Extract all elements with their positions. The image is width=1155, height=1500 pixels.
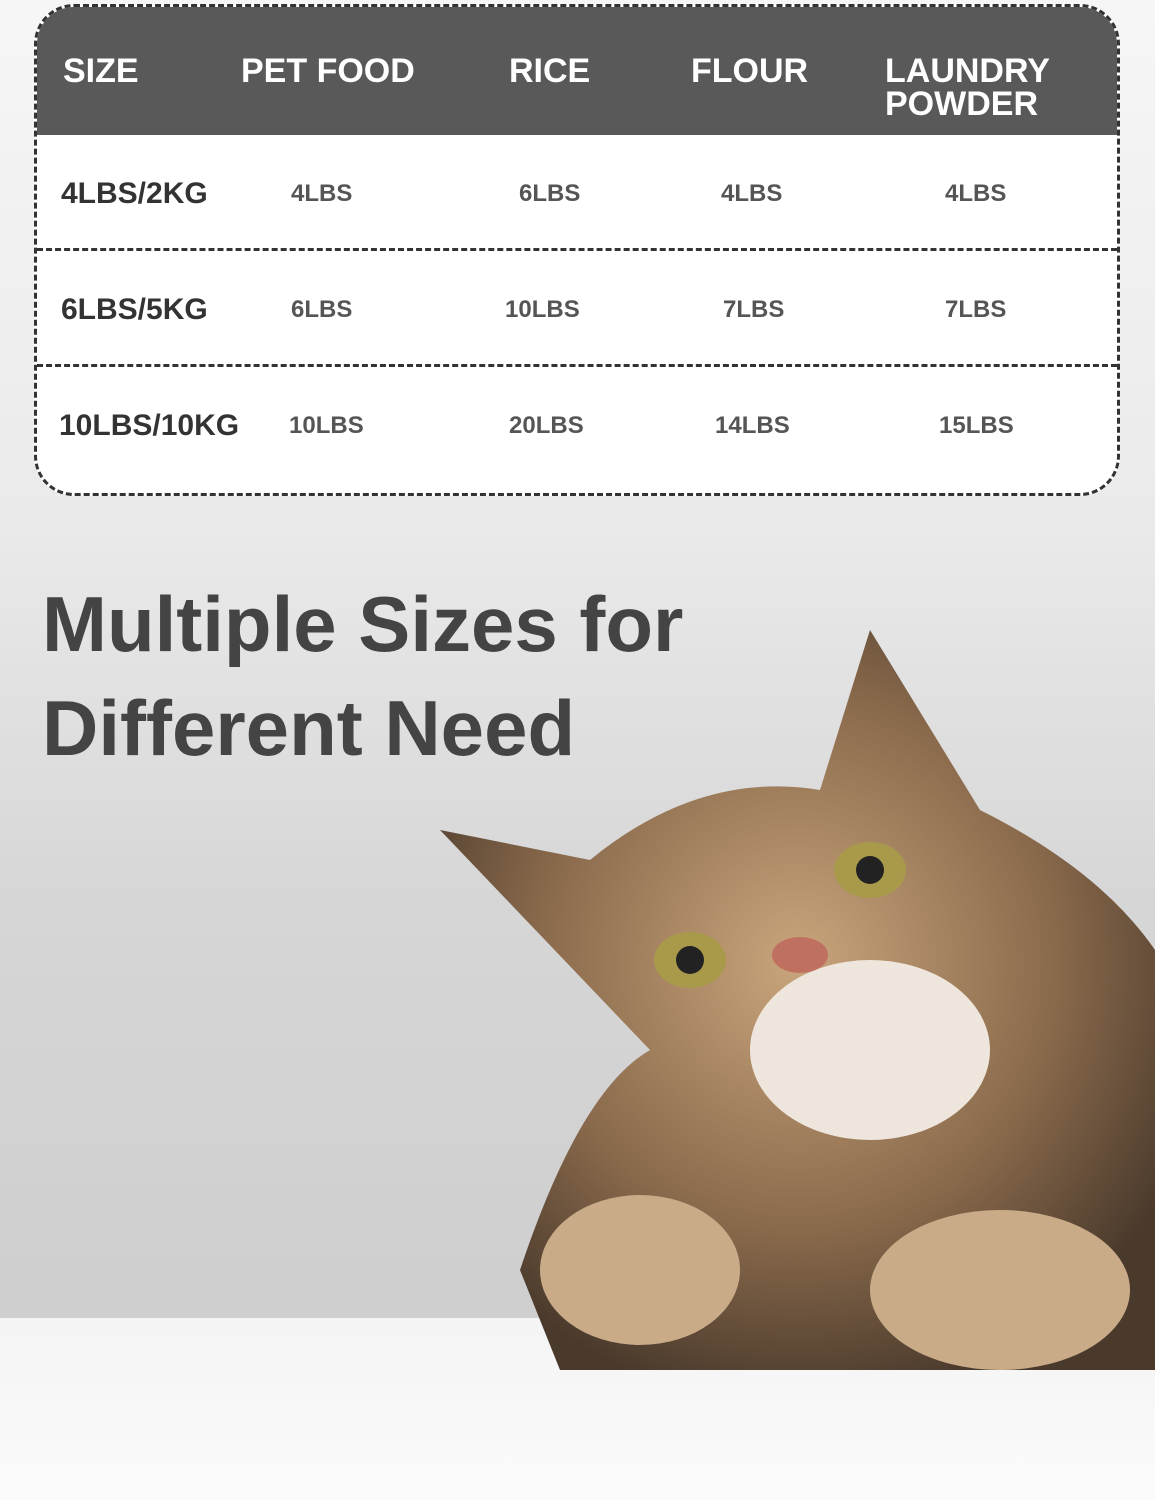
- cat-photo: [440, 630, 1155, 1370]
- cell-size: 10LBS/10KG: [59, 409, 240, 442]
- table-header: SIZE PET FOOD RICE FLOUR LAUNDRY POWDER: [37, 7, 1117, 135]
- cell-size: 4LBS/2KG: [61, 177, 208, 210]
- table-row: 6LBS/5KG 6LBS 10LBS 7LBS 7LBS: [37, 251, 1117, 367]
- cell-laundry: 7LBS: [945, 296, 1007, 323]
- size-comparison-table: SIZE PET FOOD RICE FLOUR LAUNDRY POWDER …: [34, 4, 1120, 496]
- header-laundry-powder: LAUNDRY POWDER: [885, 52, 1050, 123]
- headline-line-1: Multiple Sizes for: [42, 580, 684, 668]
- cell-laundry: 15LBS: [939, 412, 1014, 439]
- headline-line-2: Different Need: [42, 684, 576, 772]
- cell-size: 6LBS/5KG: [61, 293, 208, 326]
- cell-rice: 10LBS: [505, 296, 580, 323]
- headline: Multiple Sizes for Different Need: [42, 572, 683, 780]
- cat-chest: [750, 960, 990, 1140]
- cat-paw-left: [540, 1195, 740, 1345]
- cell-pet-food: 4LBS: [291, 180, 353, 207]
- table-row: 10LBS/10KG 10LBS 20LBS 14LBS 15LBS: [37, 367, 1117, 483]
- header-flour: FLOUR: [691, 52, 809, 90]
- header-size: SIZE: [63, 52, 139, 90]
- cell-flour: 7LBS: [723, 296, 785, 323]
- cat-nose: [772, 937, 828, 973]
- cell-pet-food: 10LBS: [289, 412, 364, 439]
- cell-flour: 4LBS: [721, 180, 783, 207]
- cell-laundry: 4LBS: [945, 180, 1007, 207]
- cell-flour: 14LBS: [715, 412, 790, 439]
- table-row: 4LBS/2KG 4LBS 6LBS 4LBS 4LBS: [37, 135, 1117, 251]
- cat-paw-right: [870, 1210, 1130, 1370]
- header-pet-food: PET FOOD: [241, 52, 415, 90]
- cell-pet-food: 6LBS: [291, 296, 353, 323]
- header-rice: RICE: [509, 52, 591, 90]
- cell-rice: 6LBS: [519, 180, 581, 207]
- cell-rice: 20LBS: [509, 412, 584, 439]
